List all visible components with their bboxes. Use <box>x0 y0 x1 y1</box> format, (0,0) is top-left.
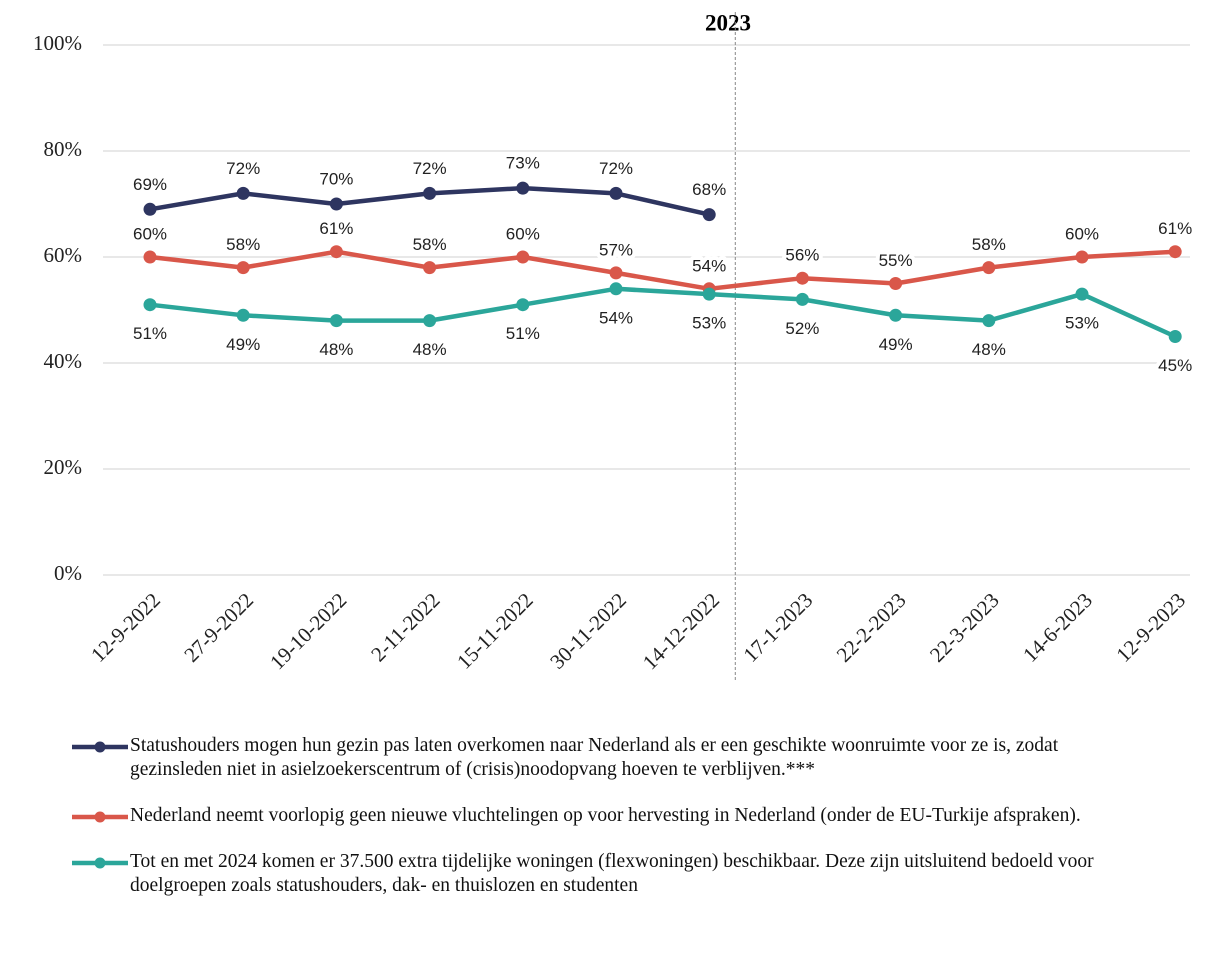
x-tick-label: 17-1-2023 <box>738 588 817 667</box>
data-label: 60% <box>506 224 540 243</box>
data-label: 72% <box>226 159 260 178</box>
legend-swatch <box>72 741 128 753</box>
point <box>1075 287 1089 301</box>
data-label: 60% <box>133 224 167 243</box>
y-tick-label: 0% <box>54 561 82 585</box>
point <box>1075 250 1089 264</box>
x-tick-label: 15-11-2022 <box>452 588 538 674</box>
point <box>982 261 996 275</box>
data-label: 61% <box>1158 219 1192 238</box>
point <box>329 245 343 259</box>
legend-marker <box>94 741 106 753</box>
legend-text: Nederland neemt voorlopig geen nieuwe vl… <box>130 805 1081 826</box>
point <box>143 202 157 216</box>
x-tick-label: 19-10-2022 <box>265 588 351 674</box>
legend-marker <box>94 857 106 869</box>
point <box>236 308 250 322</box>
point <box>143 298 157 312</box>
data-label: 68% <box>692 180 726 199</box>
data-label: 54% <box>692 256 726 275</box>
data-label: 49% <box>879 335 913 354</box>
x-tick-label: 12-9-2023 <box>1111 588 1190 667</box>
x-tick-label: 22-2-2023 <box>832 588 911 667</box>
point <box>236 261 250 275</box>
point <box>329 197 343 211</box>
legend: Statushouders mogen hun gezin pas laten … <box>72 734 1152 920</box>
data-label: 54% <box>599 308 633 327</box>
data-label: 48% <box>413 340 447 359</box>
y-tick-label: 40% <box>44 349 83 373</box>
point <box>982 314 996 328</box>
y-tick-label: 60% <box>44 243 83 267</box>
legend-text: Tot en met 2024 komen er 37.500 extra ti… <box>130 851 1094 896</box>
point <box>609 186 623 200</box>
point <box>516 181 530 195</box>
data-label: 73% <box>506 154 540 173</box>
y-tick-label: 80% <box>44 137 83 161</box>
point <box>329 314 343 328</box>
data-label: 48% <box>972 340 1006 359</box>
legend-marker <box>94 811 106 823</box>
legend-swatch <box>72 857 128 869</box>
point <box>702 208 716 222</box>
point <box>889 308 903 322</box>
data-label: 52% <box>785 319 819 338</box>
data-label: 53% <box>692 314 726 333</box>
point <box>702 287 716 301</box>
legend-item: Nederland neemt voorlopig geen nieuwe vl… <box>72 804 1152 828</box>
point <box>1168 330 1182 343</box>
series-line <box>149 249 1176 292</box>
legend-item: Statushouders mogen hun gezin pas laten … <box>72 734 1152 782</box>
data-label: 58% <box>972 235 1006 254</box>
legend-item: Tot en met 2024 komen er 37.500 extra ti… <box>72 850 1152 898</box>
data-label: 70% <box>319 169 353 188</box>
data-label: 48% <box>319 340 353 359</box>
x-tick-label: 30-11-2022 <box>545 588 631 674</box>
data-label: 72% <box>599 159 633 178</box>
legend-swatch <box>72 811 128 823</box>
data-label: 56% <box>785 246 819 265</box>
legend-text: Statushouders mogen hun gezin pas laten … <box>130 735 1059 780</box>
data-label: 51% <box>133 324 167 343</box>
point <box>1168 245 1182 259</box>
chart: 2023 0% 20% 40% 60% 80% 100% 12-9-2022 27-9-202… <box>33 10 1193 680</box>
point <box>423 186 437 200</box>
data-label: 51% <box>506 324 540 343</box>
point <box>609 266 623 280</box>
point <box>609 282 623 296</box>
point <box>795 271 809 285</box>
series-line <box>149 286 1177 339</box>
x-tick-label: 27-9-2022 <box>179 588 258 667</box>
point <box>889 277 903 290</box>
data-label: 61% <box>319 219 353 238</box>
x-tick-label: 22-3-2023 <box>925 588 1004 667</box>
x-tick-label: 14-12-2022 <box>638 588 724 674</box>
point <box>516 250 530 264</box>
data-label: 53% <box>1065 314 1099 333</box>
point <box>423 261 437 275</box>
data-label: 60% <box>1065 224 1099 243</box>
x-tick-label: 12-9-2022 <box>86 588 165 667</box>
data-label: 72% <box>413 159 447 178</box>
point <box>423 314 437 328</box>
point <box>516 298 530 312</box>
x-tick-label: 2-11-2022 <box>366 588 444 666</box>
point <box>236 186 250 200</box>
point <box>143 250 157 264</box>
x-tick-label: 14-6-2023 <box>1018 588 1097 667</box>
data-label: 58% <box>226 235 260 254</box>
annotation: 2023 <box>705 10 751 35</box>
data-label: 45% <box>1158 356 1192 375</box>
data-label: 55% <box>879 251 913 270</box>
y-tick-label: 100% <box>33 31 82 55</box>
data-label: 69% <box>133 175 167 194</box>
data-label: 58% <box>413 235 447 254</box>
y-tick-label: 20% <box>44 455 83 479</box>
point <box>795 292 809 306</box>
data-label: 49% <box>226 335 260 354</box>
data-label: 57% <box>599 240 633 259</box>
